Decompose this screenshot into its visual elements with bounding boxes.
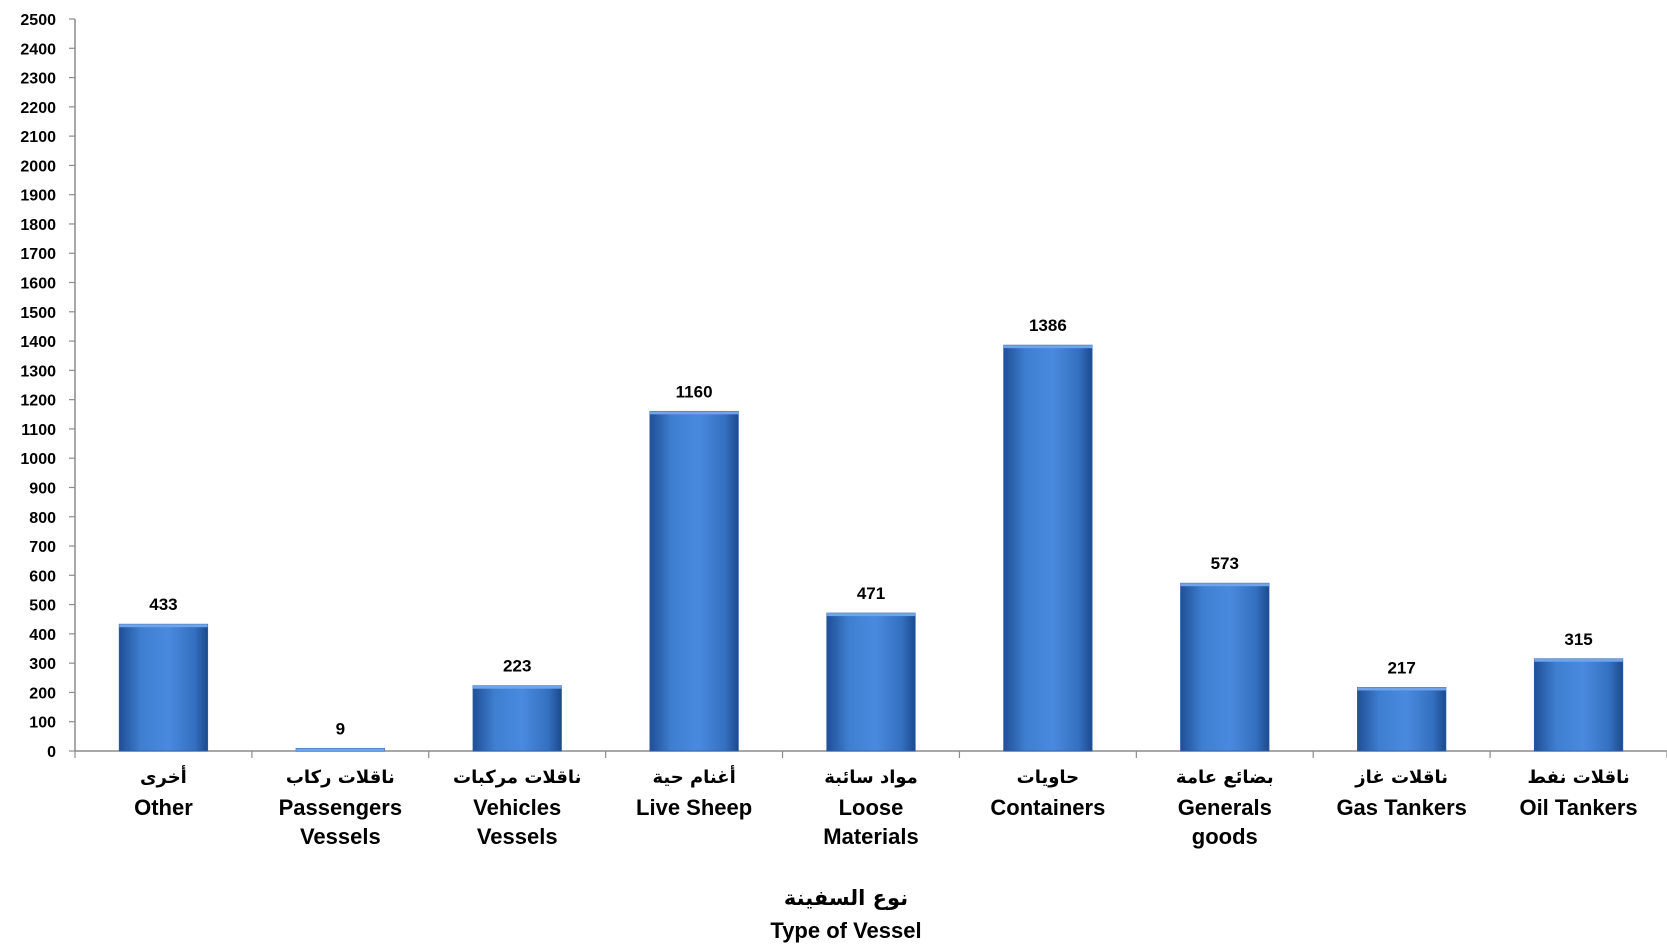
x-axis-title-arabic: نوع السفينة (784, 886, 908, 910)
y-tick-label: 2200 (20, 100, 56, 117)
category-label-arabic: مواد سائبة (824, 767, 918, 788)
bar-highlight (473, 685, 562, 689)
category-label-english: Vehicles (473, 795, 561, 820)
bar (1003, 344, 1093, 752)
value-label: 217 (1387, 658, 1415, 677)
category-label-english: Loose (839, 795, 904, 820)
y-tick-label: 0 (47, 744, 56, 761)
value-label: 433 (149, 595, 177, 614)
bar-highlight (296, 748, 385, 751)
value-label: 223 (503, 657, 531, 676)
y-axis: 0 100 200 300 400 500 600 700 800 900 1000 1100 1200… (20, 12, 76, 761)
y-tick-label: 1100 (21, 422, 56, 439)
bar (1533, 658, 1624, 752)
x-axis-title: نوع السفينة Type of Vessel (770, 886, 921, 943)
category-label-arabic: حاويات (1017, 767, 1080, 788)
y-tick-label: 700 (29, 539, 56, 556)
y-tick-label: 1700 (20, 246, 56, 263)
y-tick-label: 100 (29, 715, 56, 732)
x-axis (74, 750, 1667, 758)
bar-highlight (1534, 658, 1623, 662)
bar (472, 685, 562, 752)
y-tick-label: 2400 (20, 41, 56, 58)
y-tick-label: 1600 (20, 276, 56, 293)
category-label-english: Gas Tankers (1336, 795, 1466, 820)
category-label-arabic: بضائع عامة (1176, 767, 1274, 788)
y-tick-label: 2500 (20, 12, 56, 29)
y-tick-label: 900 (29, 480, 56, 497)
y-tick-label: 2300 (20, 71, 56, 88)
category-label-english: Containers (990, 795, 1105, 820)
y-tick-label: 300 (29, 656, 56, 673)
x-axis-title-english: Type of Vessel (770, 918, 921, 943)
y-tick-label: 1300 (20, 363, 56, 380)
category-label-english: Other (134, 795, 193, 820)
bar-highlight (119, 624, 208, 628)
y-tick-label: 1900 (20, 188, 56, 205)
value-labels: 433 9 223 1160 471 1386 573 217 315 (149, 316, 1592, 738)
bar-highlight (1003, 345, 1093, 349)
value-label: 471 (857, 584, 885, 603)
category-label-arabic: ناقلات ركاب (286, 767, 395, 788)
value-label: 315 (1564, 630, 1592, 649)
category-label-english: Live Sheep (636, 795, 752, 820)
y-tick-label: 1800 (20, 217, 56, 234)
bar-highlight (649, 411, 739, 415)
category-label-english: Generals (1178, 795, 1272, 820)
category-labels: أخرى Other ناقلات ركاب Passengers Vessels ناق… (134, 765, 1638, 849)
bar-highlight (826, 613, 916, 617)
category-label-english: Vessels (300, 824, 381, 849)
bar (649, 410, 739, 752)
y-tick-label: 500 (29, 598, 56, 615)
y-tick-label: 1400 (20, 334, 56, 351)
bar (118, 623, 209, 752)
category-label-arabic: ناقلات نفط (1527, 767, 1629, 788)
bar-highlight (1357, 687, 1446, 691)
value-label: 1386 (1029, 316, 1067, 335)
y-tick-label: 800 (29, 510, 56, 527)
y-tick-label: 600 (29, 568, 56, 585)
bar-highlight (1180, 583, 1269, 587)
y-tick-label: 2100 (20, 129, 56, 146)
category-label-english: Passengers (279, 795, 403, 820)
category-label-arabic: أغنام حية (652, 765, 735, 788)
y-tick-label: 1500 (20, 305, 56, 322)
y-tick-label: 1000 (20, 451, 56, 468)
bar (1180, 582, 1270, 752)
value-label: 573 (1211, 554, 1239, 573)
bar (826, 612, 916, 752)
bars (118, 344, 1624, 752)
category-label-arabic: أخرى (140, 765, 187, 788)
category-label-english: Vessels (477, 824, 558, 849)
value-label: 9 (336, 719, 345, 738)
value-label: 1160 (676, 382, 713, 401)
y-tick-label: 1200 (20, 393, 56, 410)
category-label-english: goods (1192, 824, 1258, 849)
y-tick-label: 2000 (20, 158, 56, 175)
y-tick-label: 200 (29, 685, 56, 702)
category-label-arabic: ناقلات غاز (1354, 767, 1448, 788)
category-label-arabic: ناقلات مركبات (453, 767, 581, 788)
category-label-english: Materials (823, 824, 918, 849)
bar (1357, 687, 1447, 752)
y-tick-label: 400 (29, 627, 56, 644)
category-label-english: Oil Tankers (1519, 795, 1637, 820)
